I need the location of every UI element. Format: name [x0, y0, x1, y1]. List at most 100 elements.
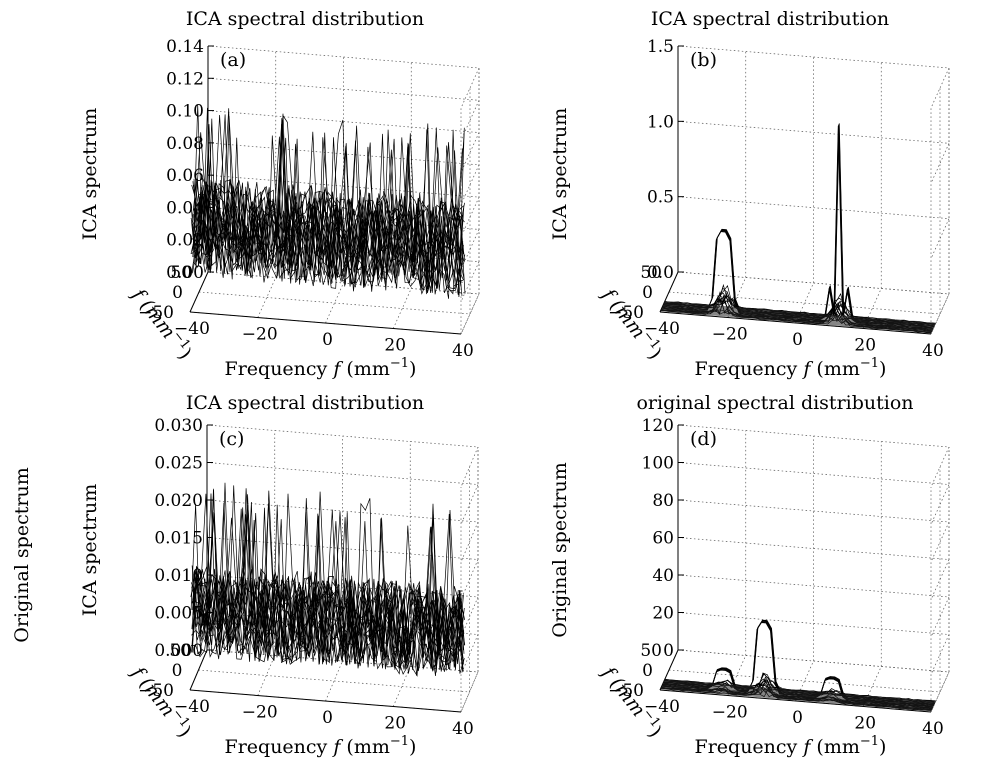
x-tick-label: −20	[242, 703, 278, 723]
x-axis-label: Frequency f (mm−1)	[695, 734, 887, 758]
z-tick-label: 0.00	[166, 263, 204, 283]
surface-line	[193, 565, 465, 670]
z-tick-label: 120	[642, 416, 674, 436]
x-label-unit: (mm	[810, 736, 860, 758]
y-tick-label: 50	[170, 263, 192, 283]
gridline-z	[677, 45, 950, 109]
z-tick-label: 60	[652, 529, 674, 549]
x-axis-label: Frequency f (mm−1)	[695, 356, 887, 380]
z-axis-label: ICA spectrum	[79, 484, 101, 617]
x-tick-label: −20	[712, 325, 748, 345]
gridline-z	[677, 649, 950, 713]
gridline-z	[206, 537, 479, 600]
y-tick-label: −50	[138, 681, 174, 701]
chart-title: ICA spectral distribution	[186, 392, 424, 414]
y-tick-label: 0	[172, 283, 183, 303]
gridline-x	[325, 436, 343, 702]
x-axis-label: Frequency f (mm−1)	[225, 356, 417, 380]
gridline-z	[207, 110, 480, 173]
x-label-text: Frequency	[225, 358, 334, 380]
surface-line	[193, 482, 465, 674]
gridline-z	[207, 77, 480, 141]
x-tick-label: 20	[384, 714, 406, 734]
x-label-sym: f	[801, 736, 813, 758]
gridline-z	[206, 574, 479, 638]
x-axis	[659, 689, 932, 713]
gridline-z	[206, 649, 479, 713]
z-tick-label: 80	[652, 491, 674, 511]
gridline-z	[677, 612, 950, 675]
gridline-z	[677, 271, 950, 335]
gridline-x	[392, 441, 411, 707]
surface	[660, 619, 936, 712]
surface-line	[662, 124, 934, 328]
chart-title: ICA spectral distribution	[186, 8, 424, 30]
x-label-sym: f	[331, 358, 343, 380]
gridline-z	[207, 142, 480, 206]
y-axis	[189, 649, 208, 691]
x-tick-label: −40	[174, 319, 210, 339]
x-tick-label: 40	[922, 341, 944, 361]
y-tick-label: −50	[138, 303, 174, 323]
z-tick-label: 0.14	[166, 37, 204, 57]
gridline-z	[677, 120, 950, 184]
z-tick-label: 0.000	[154, 641, 203, 661]
surface-floor	[660, 679, 936, 712]
x-tick-label: −40	[644, 319, 680, 339]
z-axis-label: ICA spectrum	[549, 108, 571, 241]
x-label-exp: −1	[860, 734, 879, 749]
x-label-unit: (mm	[340, 358, 390, 380]
x-tick-label: 20	[854, 714, 876, 734]
y-tick-label: 50	[640, 641, 662, 661]
surface-line	[192, 116, 465, 293]
z-axis-label: Original spectrum	[549, 462, 571, 637]
x-tick-label: 40	[922, 719, 944, 739]
x-label-sym: f	[331, 736, 343, 758]
gridline-y	[659, 487, 932, 713]
z-tick-label: 0.015	[154, 529, 203, 549]
gridline-z	[207, 45, 480, 109]
x-label-text: Frequency	[695, 736, 804, 758]
z-tick-label: 0.025	[154, 454, 203, 474]
x-tick-label: 40	[452, 719, 474, 739]
gridline-x	[257, 430, 276, 696]
x-axis	[189, 311, 462, 335]
gridline-z	[677, 499, 950, 563]
x-tick-label: 0	[792, 708, 803, 728]
x-tick-label: 0	[322, 708, 333, 728]
y-tick-label: 50	[169, 641, 191, 661]
chart-panel-a: 0.000.020.040.060.080.100.120.14−40 −20 0 2…	[79, 8, 480, 380]
x-tick-label: 20	[384, 336, 406, 356]
x-label-exp: −1	[860, 356, 879, 371]
x-label-close: )	[409, 736, 416, 758]
x-axis	[659, 311, 932, 335]
surface-line	[193, 498, 466, 665]
x-tick-label: 20	[854, 336, 876, 356]
x-tick-label: 0	[322, 330, 333, 350]
x-tick-label: 40	[452, 341, 474, 361]
surface-floor	[660, 301, 936, 334]
gridline-x	[862, 441, 882, 707]
x-label-sym: f	[801, 358, 813, 380]
x-tick-label: −20	[712, 703, 748, 723]
gridline-z	[677, 462, 950, 525]
gridline-z	[207, 271, 480, 335]
chart-title: original spectral distribution	[636, 392, 913, 414]
surface-line	[663, 123, 935, 328]
gridline-y	[659, 108, 932, 335]
x-axis-label: Frequency f (mm−1)	[225, 734, 417, 758]
surface-line	[193, 118, 466, 290]
gridline-z	[206, 462, 479, 525]
surface-line	[190, 503, 463, 670]
x-label-text: Frequency	[695, 358, 804, 380]
y-tick-label: −50	[608, 681, 644, 701]
surface	[190, 104, 466, 299]
z-tick-label: 40	[652, 566, 674, 586]
surface-line	[193, 107, 466, 283]
z-tick-label: 0.010	[154, 566, 203, 586]
gridline-z	[677, 196, 950, 259]
gridline-z	[207, 174, 480, 238]
z-tick-label: 0.06	[166, 166, 204, 186]
